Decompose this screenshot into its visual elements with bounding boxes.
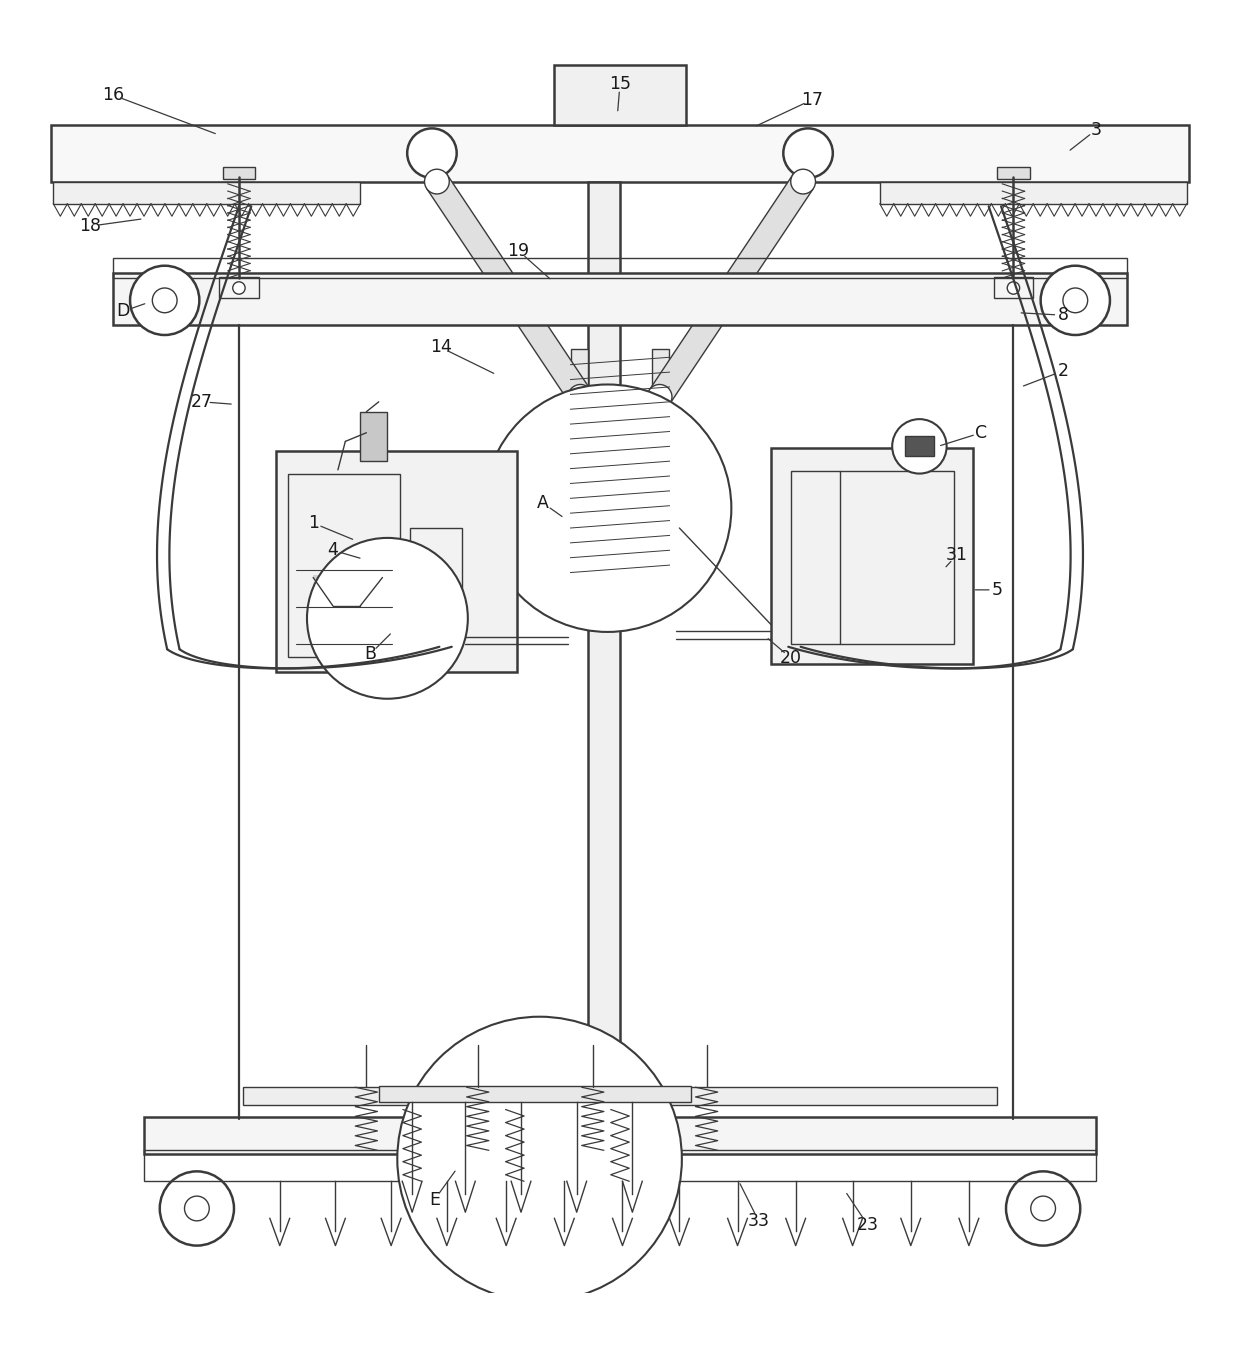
Bar — [243, 1088, 997, 1104]
Bar — [144, 1117, 1096, 1154]
Circle shape — [160, 1171, 234, 1246]
Polygon shape — [650, 175, 813, 403]
Circle shape — [130, 266, 200, 336]
Circle shape — [397, 1016, 682, 1301]
Text: 31: 31 — [946, 546, 967, 565]
Bar — [409, 528, 461, 639]
Bar — [378, 1086, 691, 1103]
Bar — [289, 473, 399, 656]
Bar — [588, 182, 620, 1107]
Bar — [880, 182, 1187, 204]
Circle shape — [599, 527, 616, 545]
Circle shape — [1006, 1171, 1080, 1246]
Circle shape — [1063, 288, 1087, 313]
Polygon shape — [427, 175, 590, 403]
Circle shape — [568, 384, 593, 410]
Text: 16: 16 — [102, 86, 124, 104]
Text: 15: 15 — [609, 75, 631, 93]
Circle shape — [791, 170, 816, 194]
Bar — [554, 65, 686, 124]
Text: B: B — [365, 646, 376, 663]
Text: E: E — [429, 1190, 440, 1209]
Text: 4: 4 — [327, 542, 339, 559]
Bar — [113, 259, 1127, 278]
Circle shape — [784, 128, 833, 178]
Bar — [144, 1150, 1096, 1181]
Circle shape — [233, 282, 246, 294]
Circle shape — [1007, 282, 1019, 294]
Circle shape — [647, 384, 672, 410]
Text: A: A — [537, 495, 549, 512]
Text: 8: 8 — [1058, 306, 1069, 325]
Bar — [570, 593, 670, 612]
Circle shape — [153, 288, 177, 313]
Text: 19: 19 — [507, 241, 529, 260]
Bar — [560, 576, 680, 597]
Circle shape — [308, 538, 467, 698]
Circle shape — [893, 419, 946, 473]
Bar — [588, 518, 620, 553]
Text: 18: 18 — [79, 217, 102, 235]
Bar — [791, 470, 954, 644]
Text: 27: 27 — [191, 392, 213, 411]
Bar — [997, 167, 1029, 179]
Bar — [223, 167, 255, 179]
Text: 5: 5 — [992, 581, 1003, 599]
Circle shape — [1030, 1196, 1055, 1221]
Bar — [771, 448, 972, 665]
Bar — [53, 182, 360, 204]
Bar — [360, 411, 387, 461]
Text: 2: 2 — [1058, 361, 1069, 380]
Circle shape — [185, 1196, 210, 1221]
Text: C: C — [975, 423, 987, 442]
Bar — [219, 276, 259, 298]
Text: 14: 14 — [430, 338, 451, 356]
Circle shape — [1040, 266, 1110, 336]
Bar — [904, 437, 934, 456]
Polygon shape — [314, 576, 382, 607]
Text: 20: 20 — [780, 648, 802, 667]
Circle shape — [407, 128, 456, 178]
Bar — [652, 349, 670, 577]
Circle shape — [396, 605, 415, 624]
Bar — [113, 274, 1127, 325]
Bar — [993, 276, 1033, 298]
Text: 23: 23 — [857, 1216, 878, 1233]
Circle shape — [424, 170, 449, 194]
Bar — [570, 349, 588, 577]
Text: 1: 1 — [308, 514, 319, 532]
Text: 17: 17 — [801, 90, 823, 109]
Text: D: D — [117, 302, 129, 321]
Bar — [51, 124, 1189, 182]
Circle shape — [484, 384, 732, 632]
Text: 3: 3 — [1091, 120, 1102, 139]
Text: 33: 33 — [748, 1212, 770, 1229]
Bar — [277, 452, 517, 671]
